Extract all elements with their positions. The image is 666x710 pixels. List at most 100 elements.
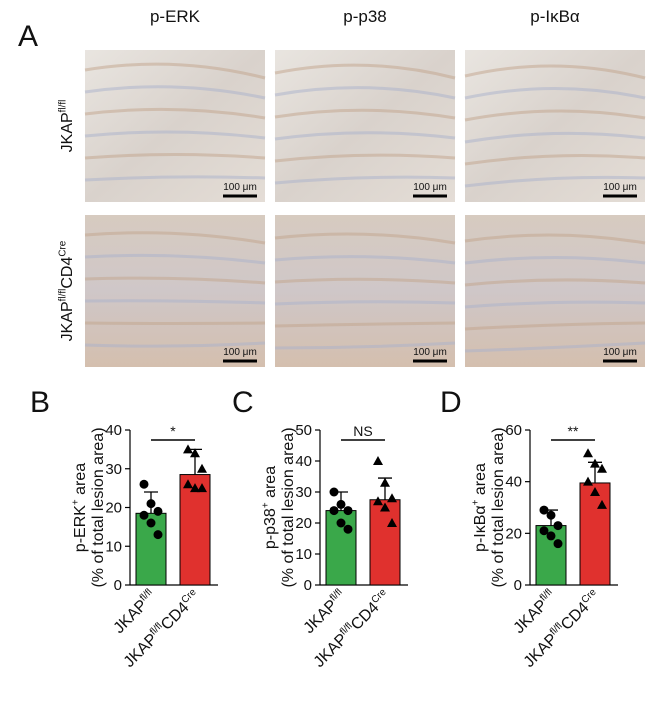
data-point — [583, 476, 593, 486]
tissue-fiber — [84, 153, 266, 160]
scale-label: 100 μm — [603, 347, 637, 358]
bar — [369, 499, 401, 586]
panel-label: A — [18, 20, 38, 53]
bar — [179, 474, 211, 586]
tissue-fiber — [464, 154, 646, 166]
y-label: p-IκBα+ area — [471, 463, 489, 552]
panel-label: C — [232, 386, 254, 419]
tissue-fiber — [274, 108, 456, 120]
data-point — [343, 524, 353, 534]
y-label-part: area — [262, 466, 279, 503]
tissue-fiber — [84, 253, 266, 265]
tissue-fiber — [274, 131, 456, 141]
y-tick-label: 20 — [295, 515, 312, 532]
row-label: JKAPfl/fl — [58, 100, 76, 153]
tissue-fiber — [84, 85, 266, 100]
y-label: p-p38+ area — [261, 466, 279, 549]
data-point — [336, 499, 346, 509]
data-point — [197, 463, 207, 473]
tissue-fiber — [464, 87, 646, 100]
data-point — [546, 531, 556, 541]
data-point — [553, 521, 563, 531]
significance-label: ** — [568, 423, 579, 439]
y-tick-label: 40 — [505, 474, 522, 491]
tissue-fiber — [274, 300, 456, 306]
tissue-fiber — [464, 278, 646, 287]
data-point — [539, 526, 549, 536]
tissue-fiber — [464, 256, 646, 265]
data-point — [336, 518, 346, 528]
data-point — [329, 506, 339, 516]
data-point — [373, 496, 383, 506]
scale-label: 100 μm — [223, 347, 257, 358]
y-tick-label: 40 — [105, 422, 122, 439]
panel-label: B — [30, 386, 50, 419]
row-label-part: fl/fl — [58, 100, 69, 113]
data-point — [139, 479, 149, 489]
tissue-fiber — [84, 321, 266, 325]
y-tick-label: 0 — [514, 577, 522, 594]
data-point — [146, 518, 156, 528]
data-point — [190, 448, 200, 458]
y-label: (% of total lesion area) — [490, 427, 507, 587]
data-point — [183, 479, 193, 489]
panel-label: D — [440, 386, 462, 419]
data-point — [197, 483, 207, 493]
data-point — [387, 493, 397, 503]
y-tick-label: 10 — [295, 546, 312, 563]
data-point — [597, 499, 607, 509]
y-label-part: + — [471, 499, 482, 505]
tissue-fiber — [464, 131, 646, 144]
x-tick-label: JKAPfl/flCD4Cre — [120, 586, 205, 671]
y-label-part: + — [261, 502, 272, 508]
data-point — [139, 510, 149, 520]
significance-label: NS — [353, 423, 372, 439]
data-point — [190, 483, 200, 493]
micrograph — [275, 215, 455, 367]
y-label-part: p-p38 — [262, 508, 279, 549]
y-tick-label: 0 — [114, 577, 122, 594]
tissue-fiber — [274, 153, 456, 163]
micrograph — [85, 215, 265, 367]
y-tick-label: 40 — [295, 453, 312, 470]
tissue-fiber — [274, 175, 456, 185]
y-tick-label: 30 — [295, 484, 312, 501]
data-point — [539, 505, 549, 515]
column-header: p-IκBα — [530, 7, 580, 26]
y-tick-label: 60 — [505, 422, 522, 439]
data-point — [373, 456, 383, 465]
tissue-fiber — [274, 255, 456, 265]
tissue-fiber — [274, 232, 456, 245]
y-label-part: + — [71, 499, 82, 505]
column-header: p-p38 — [343, 7, 386, 26]
tissue-fiber — [84, 299, 266, 305]
tissue-fiber — [464, 300, 646, 309]
tissue-fiber — [464, 341, 646, 353]
data-point — [590, 487, 600, 496]
row-label-part: JKAP — [59, 112, 76, 152]
y-label-part: area — [72, 463, 89, 500]
tissue-fiber — [274, 341, 456, 350]
data-point — [380, 477, 390, 487]
tissue-fiber — [274, 63, 456, 80]
data-point — [387, 518, 397, 527]
data-point — [597, 463, 607, 473]
row-label-part: JKAP — [59, 301, 76, 341]
y-tick-label: 20 — [505, 525, 522, 542]
y-tick-label: 0 — [304, 577, 312, 594]
data-point — [183, 444, 193, 454]
data-point — [153, 530, 163, 540]
y-tick-label: 30 — [105, 461, 122, 478]
tissue-fiber — [274, 86, 456, 100]
tissue-fiber — [84, 62, 266, 80]
scale-label: 100 μm — [223, 182, 257, 193]
y-label-part: p-IκBα — [472, 505, 489, 552]
tissue-fiber — [464, 321, 646, 331]
micrograph — [465, 215, 645, 367]
data-point — [329, 487, 339, 497]
y-label: (% of total lesion area) — [90, 427, 107, 587]
data-point — [553, 539, 563, 549]
significance-label: * — [170, 423, 176, 439]
y-label: (% of total lesion area) — [280, 427, 297, 587]
